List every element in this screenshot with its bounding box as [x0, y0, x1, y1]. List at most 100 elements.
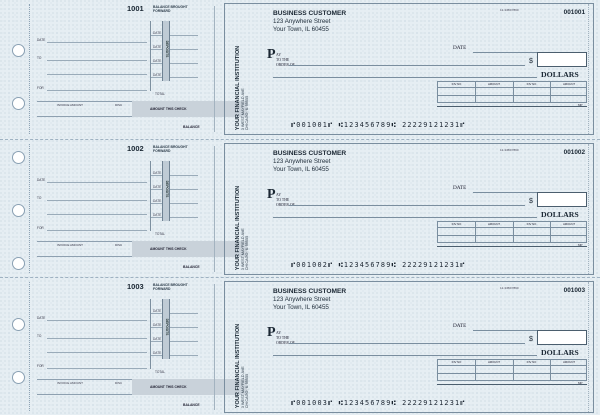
pay-label-order-of: ORDER OF	[276, 341, 295, 345]
inv-no-header: INV NO	[451, 222, 462, 226]
stub-total-label: TOTAL	[155, 92, 165, 96]
amount-box[interactable]	[537, 52, 587, 67]
amount-this-check-label: AMOUNT THIS CHECK	[150, 385, 187, 389]
bank-block: YOUR FINANCIAL INSTITUTION 3 WEST MAYFIE…	[227, 324, 257, 408]
stub-to-label: TO	[37, 196, 42, 200]
amount-header: AMOUNT	[487, 82, 501, 86]
fraction-code: 12-3456/7890	[500, 286, 519, 290]
disc-label: DISC	[115, 381, 123, 385]
binder-hole	[12, 318, 25, 331]
payee-line[interactable]	[289, 205, 525, 206]
balance-brought-forward-label: BALANCE BROUGHT FORWARD	[153, 145, 188, 153]
stub-divider	[214, 6, 215, 132]
deposits-column: DATE DATE DATE DATE	[150, 299, 198, 369]
invoice-table[interactable]: INV NO AMOUNT INV NO AMOUNT	[437, 359, 587, 381]
stub-number: 1003	[127, 282, 144, 291]
stub-date-line[interactable]	[47, 320, 147, 321]
business-name: BUSINESS CUSTOMER	[273, 288, 347, 295]
stub-divider	[214, 284, 215, 410]
signature-line[interactable]	[437, 384, 587, 385]
stub-invoice-row: INVOICE AMOUNT DISC	[37, 101, 197, 117]
bank-address-2: CHICAGO, IL 55555	[245, 235, 249, 271]
bank-address-2: CHICAGO, IL 55555	[245, 95, 249, 131]
amount-this-check-box[interactable]: AMOUNT THIS CHECK	[132, 379, 247, 395]
stub-date-line[interactable]	[47, 42, 147, 43]
mp-label: MP	[578, 243, 583, 247]
stub-to-line[interactable]	[47, 200, 147, 201]
deposits-label: DEPOSITS	[165, 318, 169, 336]
stub-to-label: TO	[37, 334, 42, 338]
inv-no-header: INV NO	[451, 360, 462, 364]
stub-to-line-2[interactable]	[47, 352, 147, 353]
amount-words-line[interactable]	[273, 77, 537, 78]
dollars-label: DOLLARS	[541, 348, 579, 357]
stub-to-line[interactable]	[47, 338, 147, 339]
check-body: YOUR FINANCIAL INSTITUTION 3 WEST MAYFIE…	[224, 281, 594, 413]
perforation-line	[29, 282, 30, 411]
signature-line[interactable]	[437, 246, 587, 247]
stub-for-line[interactable]	[47, 368, 147, 369]
balance-brought-forward-label: BALANCE BROUGHT FORWARD	[153, 283, 188, 291]
date-line[interactable]	[473, 52, 543, 53]
side-strip	[588, 282, 594, 412]
invoice-table[interactable]: INV NO AMOUNT INV NO AMOUNT	[437, 221, 587, 243]
balance-brought-forward-label: BALANCE BROUGHT FORWARD	[153, 5, 188, 13]
stub-for-line[interactable]	[47, 90, 147, 91]
perforation-line	[29, 4, 30, 134]
stub-to-line-2[interactable]	[47, 214, 147, 215]
amount-this-check-label: AMOUNT THIS CHECK	[150, 247, 187, 251]
stub-total-label: TOTAL	[155, 370, 165, 374]
stub-balance-label: BALANCE	[183, 403, 200, 407]
amount-header: AMOUNT	[487, 222, 501, 226]
amount-this-check-box[interactable]: AMOUNT THIS CHECK	[132, 241, 247, 257]
amount-box[interactable]	[537, 330, 587, 345]
inv-no-header: INV NO	[451, 82, 462, 86]
amount-this-check-box[interactable]: AMOUNT THIS CHECK	[132, 101, 247, 117]
stub-date-label: DATE	[37, 38, 46, 42]
date-line[interactable]	[473, 192, 543, 193]
micr-line: ⑈001003⑈ ⑆123456789⑆ 22229121231⑈	[291, 399, 466, 407]
inv-no-header-2: INV NO	[526, 82, 537, 86]
check-section-3: 1003 BALANCE BROUGHT FORWARD DATE TO FOR…	[0, 277, 600, 415]
stub-date-label: DATE	[37, 316, 46, 320]
signature-line[interactable]	[437, 106, 587, 107]
amount-box[interactable]	[537, 192, 587, 207]
stub-date-label: DATE	[37, 178, 46, 182]
pay-label-ay: AY	[276, 193, 282, 197]
bank-block: YOUR FINANCIAL INSTITUTION 3 WEST MAYFIE…	[227, 186, 257, 270]
stub-to-line-2[interactable]	[47, 74, 147, 75]
stub-balance-label: BALANCE	[183, 125, 200, 129]
deposits-bar: DEPOSITS	[162, 299, 170, 359]
stub-for-label: FOR	[37, 364, 44, 368]
business-address-2: Your Town, IL 60455	[273, 26, 329, 33]
check-stub: 1002 BALANCE BROUGHT FORWARD DATE TO FOR…	[33, 144, 247, 272]
check-body: YOUR FINANCIAL INSTITUTION 3 WEST MAYFIE…	[224, 143, 594, 275]
stub-date-line[interactable]	[47, 182, 147, 183]
pay-letter: P	[267, 47, 276, 62]
inv-no-header-2: INV NO	[526, 360, 537, 364]
stub-to-label: TO	[37, 56, 42, 60]
check-number: 001001	[563, 9, 585, 16]
business-address-1: 123 Anywhere Street	[273, 18, 331, 25]
amount-words-line[interactable]	[273, 355, 537, 356]
pay-letter: P	[267, 187, 276, 202]
invoice-amount-label: INVOICE AMOUNT	[57, 381, 84, 385]
inv-no-header-2: INV NO	[526, 222, 537, 226]
stub-to-line[interactable]	[47, 60, 147, 61]
side-strip	[588, 4, 594, 134]
invoice-table[interactable]: INV NO AMOUNT INV NO AMOUNT	[437, 81, 587, 103]
binder-hole	[12, 204, 25, 217]
stub-balance-label: BALANCE	[183, 265, 200, 269]
date-line[interactable]	[473, 330, 543, 331]
dollars-label: DOLLARS	[541, 70, 579, 79]
fraction-code: 12-3456/7890	[500, 148, 519, 152]
payee-line[interactable]	[289, 343, 525, 344]
deposits-label: DEPOSITS	[165, 180, 169, 198]
amount-words-line[interactable]	[273, 217, 537, 218]
disc-label: DISC	[115, 243, 123, 247]
payee-line[interactable]	[289, 65, 525, 66]
date-label: DATE	[453, 185, 467, 191]
stub-for-line[interactable]	[47, 230, 147, 231]
bank-address-2: CHICAGO, IL 55555	[245, 373, 249, 409]
